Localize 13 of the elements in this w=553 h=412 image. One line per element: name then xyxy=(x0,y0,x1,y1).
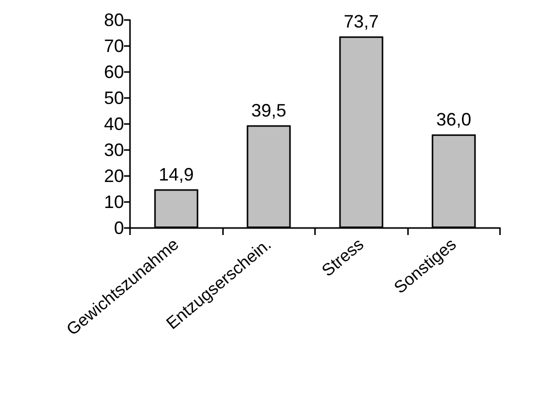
y-tick-label: 60 xyxy=(104,62,124,82)
y-tick-label: 70 xyxy=(104,36,124,56)
y-tick-label: 10 xyxy=(104,192,124,212)
data-label: 39,5 xyxy=(251,100,286,120)
data-label: 36,0 xyxy=(436,109,472,130)
y-tick-label: 20 xyxy=(104,166,124,186)
y-tick-label: 80 xyxy=(104,10,124,30)
data-label: 14,9 xyxy=(158,164,194,184)
y-tick-label: 40 xyxy=(104,114,124,134)
y-tick-label: 0 xyxy=(114,218,124,238)
data-label: 73,7 xyxy=(344,11,379,32)
y-tick-label: 30 xyxy=(104,140,124,160)
y-tick-label: 50 xyxy=(104,88,124,108)
